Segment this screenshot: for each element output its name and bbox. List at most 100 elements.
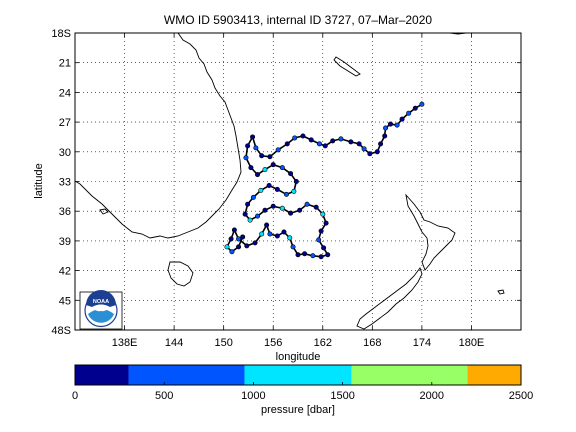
profile-point (243, 155, 249, 161)
profile-point (399, 116, 405, 122)
profile-point (275, 147, 281, 153)
profile-point (348, 139, 354, 145)
profile-point (290, 244, 296, 250)
lon-tick-label: 138E (112, 337, 138, 349)
colorbar-band (244, 365, 352, 385)
x-axis-label: longitude (276, 351, 321, 363)
profile-point (236, 236, 242, 242)
profile-point (229, 249, 235, 255)
lon-tick-label: 174 (413, 337, 431, 349)
profile-point (292, 135, 298, 141)
lon-tick-label: 168 (363, 337, 381, 349)
profile-point (325, 252, 331, 258)
coastline-lord-howe (99, 208, 109, 215)
profile-point (262, 207, 268, 213)
coastline-tasmania (167, 261, 194, 287)
lat-tick-label: 39 (59, 236, 71, 248)
profile-point (264, 222, 270, 228)
profile-point (291, 188, 297, 194)
colorbar-band (467, 365, 521, 385)
lat-tick-label: 21 (59, 58, 71, 70)
profile-point (224, 244, 230, 250)
profile-point (258, 187, 264, 193)
lat-tick-label: 24 (59, 87, 71, 99)
profile-point (253, 145, 259, 151)
profile-point (367, 151, 373, 157)
lon-tick-label: 156 (264, 337, 282, 349)
profile-point (293, 179, 299, 185)
colorbar-band (75, 365, 129, 385)
profile-point (259, 153, 265, 159)
colorbar-tick-label: 1500 (330, 390, 354, 402)
profile-point (228, 236, 234, 242)
lat-tick-label: 33 (59, 177, 71, 189)
profile-point (321, 245, 327, 251)
lat-tick-label: 30 (59, 147, 71, 159)
profile-point (270, 203, 276, 209)
lon-tick-label: 144 (165, 337, 183, 349)
profile-point (245, 201, 251, 207)
profile-point (279, 165, 285, 171)
colorbar-tick-label: 2000 (420, 390, 444, 402)
profile-point (266, 182, 272, 188)
coastline-nz-north (405, 193, 456, 271)
colorbar-label: pressure [dbar] (261, 404, 335, 416)
map-plot (74, 32, 522, 331)
profile-point (388, 121, 394, 127)
profile-point (244, 243, 250, 249)
lat-tick-label: 18S (51, 28, 71, 40)
profile-point (320, 211, 326, 217)
profile-point (274, 186, 280, 192)
profile-point (236, 244, 242, 250)
profile-point (356, 141, 362, 147)
colorbar-frame (74, 364, 522, 386)
colorbar-tick-label: 0 (72, 390, 78, 402)
profile-point (247, 217, 253, 223)
float-profile-points (224, 101, 425, 260)
profile-point (288, 210, 294, 216)
profile-point (242, 211, 248, 217)
profile-point (283, 191, 289, 197)
profile-point (330, 138, 336, 144)
colorbar-band (351, 365, 468, 385)
profile-point (255, 213, 261, 219)
profile-point (313, 204, 319, 210)
colorbar-tick-label: 2500 (509, 390, 533, 402)
coastline-australia (75, 33, 242, 239)
profile-point (316, 237, 322, 243)
profile-point (295, 252, 301, 258)
y-axis-label: latitude (33, 163, 45, 198)
map-grid (75, 32, 521, 331)
lon-tick-label: 150 (214, 337, 232, 349)
profile-point (274, 233, 280, 239)
colorbar-band (128, 365, 245, 385)
coastline-chatham (497, 289, 505, 295)
profile-point (284, 141, 290, 147)
noaa-logo-text: NOAA (93, 299, 109, 305)
map-title: WMO ID 5903413, internal ID 3727, 07–Mar… (164, 13, 432, 27)
profile-point (287, 235, 293, 241)
lon-tick-label: 162 (314, 337, 332, 349)
profile-point (270, 162, 276, 168)
lat-tick-label: 36 (59, 206, 71, 218)
profile-point (262, 167, 268, 173)
profile-point (304, 201, 310, 207)
profile-point (322, 143, 328, 149)
profile-point (382, 133, 388, 139)
profile-point (316, 141, 322, 147)
profile-point (308, 137, 314, 143)
profile-point (300, 133, 306, 139)
profile-point (267, 231, 273, 237)
profile-point (297, 207, 303, 213)
lat-tick-label: 27 (59, 117, 71, 129)
longitude-ticks: 138E 144 150 156 162 168 174 180E (112, 33, 484, 349)
profile-point (250, 134, 256, 140)
profile-point (259, 231, 265, 237)
lat-tick-label: 48S (51, 325, 71, 337)
profile-point (338, 136, 344, 142)
lat-tick-label: 45 (59, 295, 71, 307)
profile-point (279, 205, 285, 211)
pressure-colorbar (74, 364, 522, 386)
profile-point (281, 229, 287, 235)
